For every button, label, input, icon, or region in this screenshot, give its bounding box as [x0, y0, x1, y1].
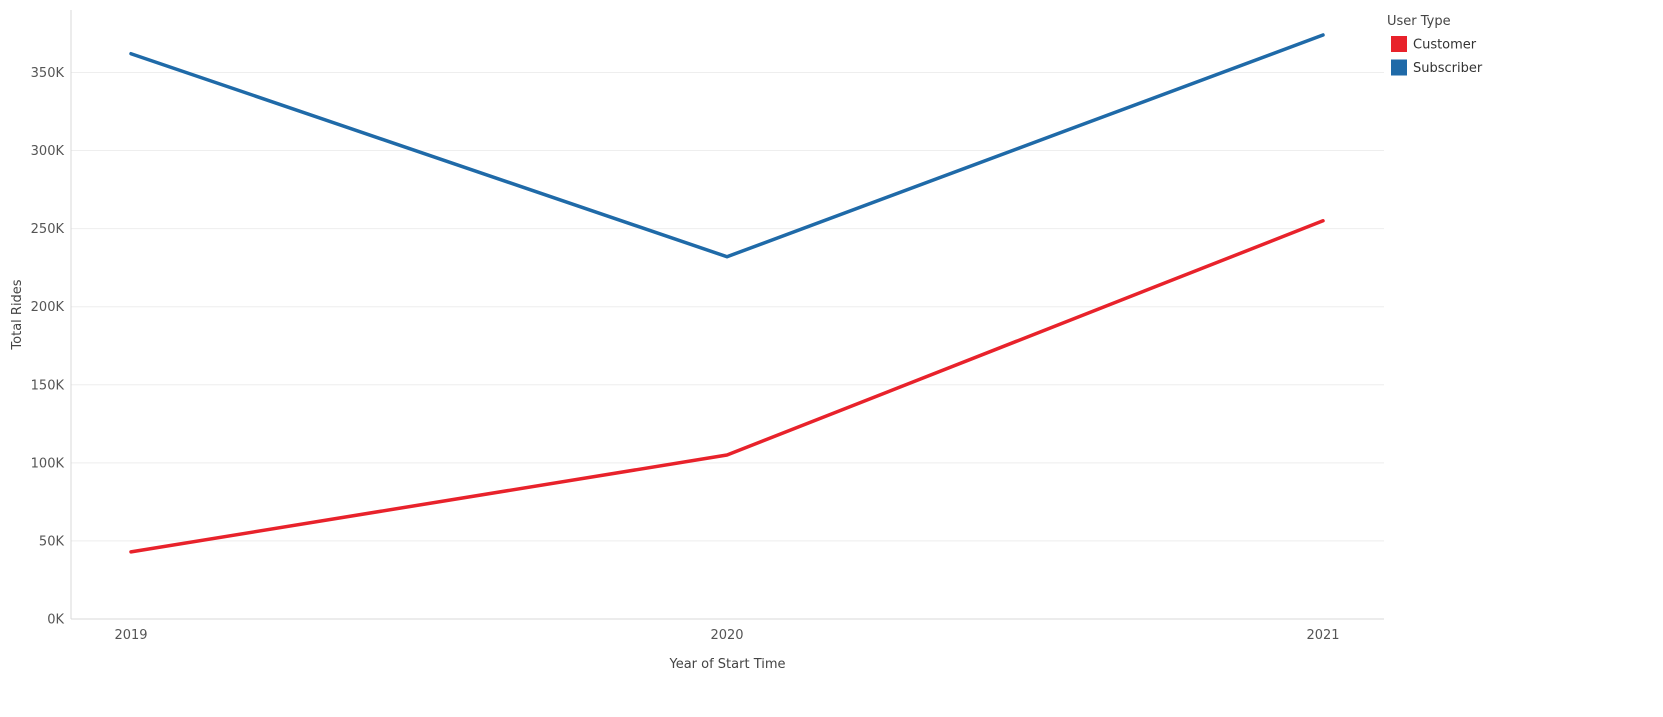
- gridlines: [71, 71, 1384, 620]
- series-line-customer[interactable]: [129, 219, 1325, 554]
- y-tick-label: 50K: [39, 534, 65, 549]
- x-tick-label: 2019: [114, 628, 147, 643]
- y-tick-label: 150K: [31, 378, 65, 393]
- y-tick-label: 350K: [31, 66, 65, 81]
- x-axis-ticks: 2019 2020 2021: [114, 628, 1339, 643]
- legend-label: Subscriber: [1413, 61, 1483, 76]
- y-tick-label: 300K: [31, 144, 65, 159]
- y-tick-label: 250K: [31, 222, 65, 237]
- legend-title: User Type: [1387, 14, 1451, 29]
- legend-item-customer[interactable]: Customer: [1391, 36, 1477, 53]
- legend-item-subscriber[interactable]: Subscriber: [1391, 59, 1483, 77]
- x-tick-label: 2021: [1306, 628, 1339, 643]
- y-axis-ticks: 0K 50K 100K 150K 200K 250K 300K 350K: [31, 66, 65, 628]
- y-tick-label: 100K: [31, 456, 65, 471]
- y-tick-label: 200K: [31, 300, 65, 315]
- legend-swatch: [1391, 59, 1407, 76]
- legend-label: Customer: [1413, 38, 1477, 53]
- y-tick-label: 0K: [47, 613, 64, 628]
- legend-swatch: [1391, 36, 1407, 52]
- x-tick-label: 2020: [710, 628, 743, 643]
- series-line-subscriber[interactable]: [129, 33, 1325, 259]
- legend-items[interactable]: Customer Subscriber: [1391, 36, 1483, 76]
- y-axis-title: Total Rides: [10, 279, 25, 350]
- series-lines: [129, 33, 1325, 554]
- x-axis-title: Year of Start Time: [668, 657, 785, 672]
- legend[interactable]: User Type Customer Subscriber: [1387, 14, 1483, 76]
